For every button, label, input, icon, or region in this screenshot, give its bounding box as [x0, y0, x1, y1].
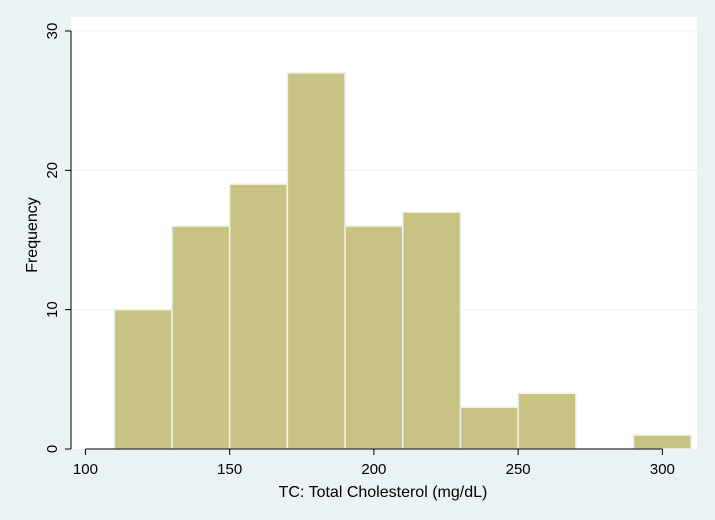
bars — [113, 72, 692, 450]
histogram-bar — [171, 225, 231, 450]
y-axis-title: Frequency — [24, 197, 41, 273]
y-tick-label: 30 — [44, 23, 61, 40]
histogram-bar — [632, 434, 692, 450]
histogram-bar — [286, 72, 346, 450]
x-tick-label: 300 — [650, 461, 675, 478]
x-tick-label: 250 — [506, 461, 531, 478]
histogram-bar — [517, 392, 577, 450]
histogram-bar — [344, 225, 404, 450]
y-ticks: 0 10 20 30 — [44, 23, 71, 453]
x-axis-title: TC: Total Cholesterol (mg/dL) — [279, 484, 488, 501]
histogram-bar — [402, 211, 462, 450]
histogram-bar — [113, 308, 173, 450]
x-tick-label: 150 — [217, 461, 242, 478]
x-tick-label: 200 — [361, 461, 386, 478]
y-tick-label: 0 — [44, 445, 61, 453]
x-ticks: 100 150 200 250 300 — [73, 449, 675, 478]
x-tick-label: 100 — [73, 461, 98, 478]
y-tick-label: 10 — [44, 301, 61, 318]
histogram-bar — [228, 183, 289, 450]
y-tick-label: 20 — [44, 162, 61, 179]
histogram-bar — [459, 406, 519, 450]
